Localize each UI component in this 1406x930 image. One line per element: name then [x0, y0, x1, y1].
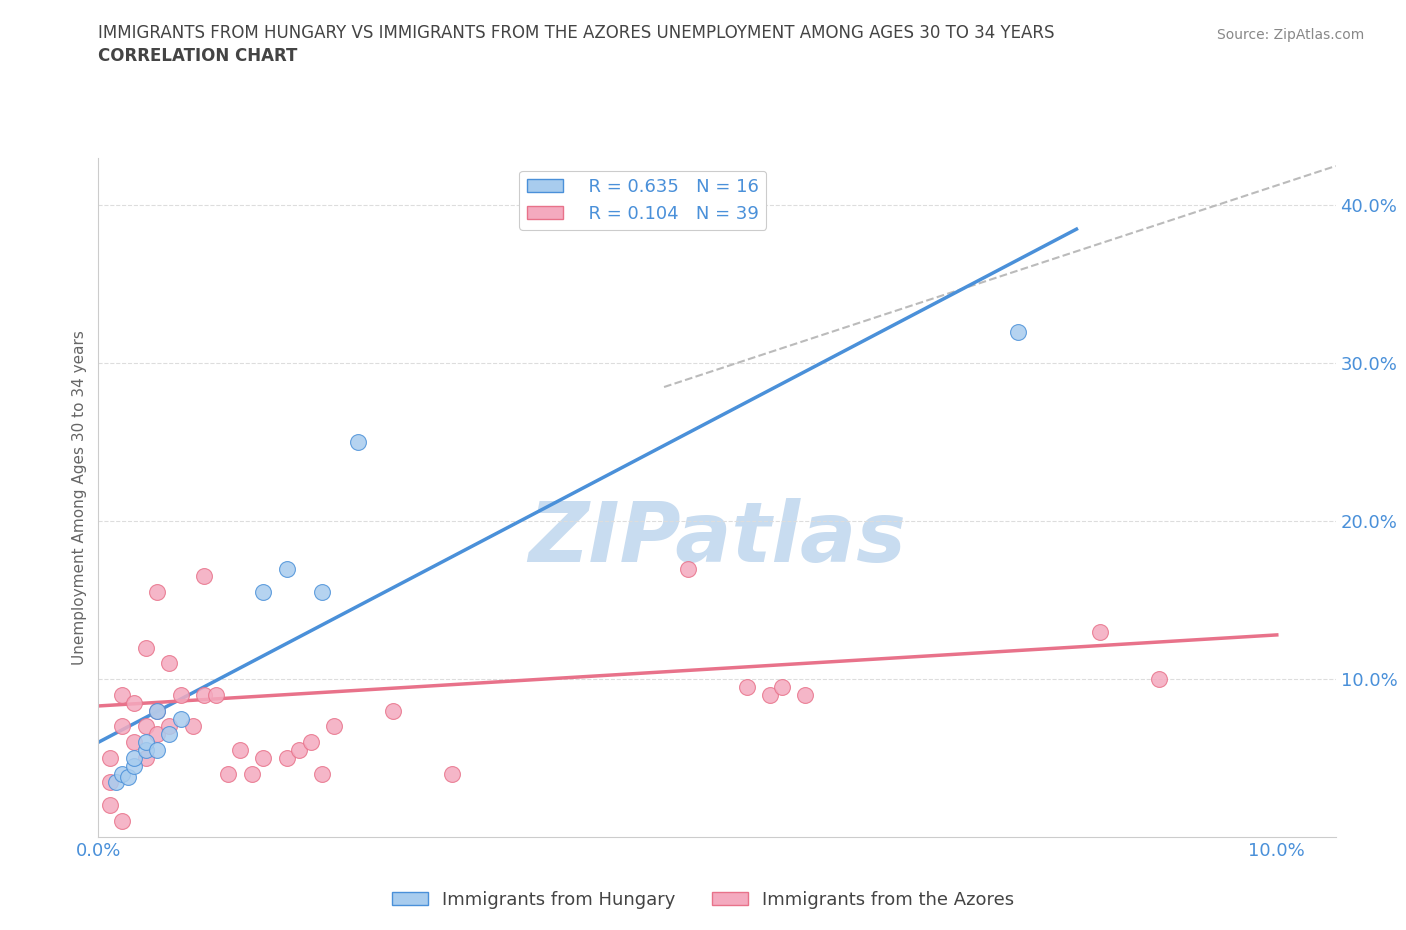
Point [122, 759, 145, 774]
Text: ZIPatlas: ZIPatlas [529, 498, 905, 578]
Point [193, 687, 215, 702]
Point [111, 719, 134, 734]
Point [146, 703, 169, 718]
Point [146, 743, 169, 758]
Point [205, 687, 228, 702]
Text: IMMIGRANTS FROM HUNGARY VS IMMIGRANTS FROM THE AZORES UNEMPLOYMENT AMONG AGES 30: IMMIGRANTS FROM HUNGARY VS IMMIGRANTS FR… [98, 24, 1054, 42]
Point [440, 766, 463, 781]
Point [252, 585, 274, 600]
Point [759, 687, 782, 702]
Point [135, 640, 157, 655]
Y-axis label: Unemployment Among Ages 30 to 34 years: Unemployment Among Ages 30 to 34 years [72, 330, 87, 665]
Point [276, 561, 298, 576]
Point [111, 814, 134, 829]
Point [157, 727, 180, 742]
Point [135, 735, 157, 750]
Point [311, 766, 333, 781]
Point [287, 743, 309, 758]
Point [276, 751, 298, 765]
Point [382, 703, 405, 718]
Point [794, 687, 817, 702]
Point [676, 561, 699, 576]
Point [98, 751, 121, 765]
Point [122, 696, 145, 711]
Legend:   R = 0.635   N = 16,   R = 0.104   N = 39: R = 0.635 N = 16, R = 0.104 N = 39 [519, 170, 766, 230]
Point [323, 719, 346, 734]
Point [98, 798, 121, 813]
Point [146, 703, 169, 718]
Point [122, 751, 145, 765]
Point [135, 743, 157, 758]
Point [105, 775, 128, 790]
Point [181, 719, 204, 734]
Point [346, 435, 368, 450]
Point [252, 751, 274, 765]
Point [135, 751, 157, 765]
Point [146, 727, 169, 742]
Point [1147, 671, 1170, 686]
Point [1088, 624, 1111, 639]
Point [111, 687, 134, 702]
Point [735, 680, 758, 695]
Point [299, 735, 322, 750]
Point [193, 569, 215, 584]
Point [111, 766, 134, 781]
Point [98, 775, 121, 790]
Point [170, 711, 193, 726]
Point [1007, 325, 1029, 339]
Point [311, 585, 333, 600]
Legend: Immigrants from Hungary, Immigrants from the Azores: Immigrants from Hungary, Immigrants from… [384, 884, 1022, 916]
Point [240, 766, 263, 781]
Point [770, 680, 793, 695]
Point [157, 719, 180, 734]
Text: CORRELATION CHART: CORRELATION CHART [98, 47, 298, 65]
Point [229, 743, 252, 758]
Point [170, 687, 193, 702]
Text: Source: ZipAtlas.com: Source: ZipAtlas.com [1216, 28, 1364, 42]
Point [122, 735, 145, 750]
Point [117, 769, 139, 784]
Point [157, 656, 180, 671]
Point [135, 719, 157, 734]
Point [146, 585, 169, 600]
Point [217, 766, 239, 781]
